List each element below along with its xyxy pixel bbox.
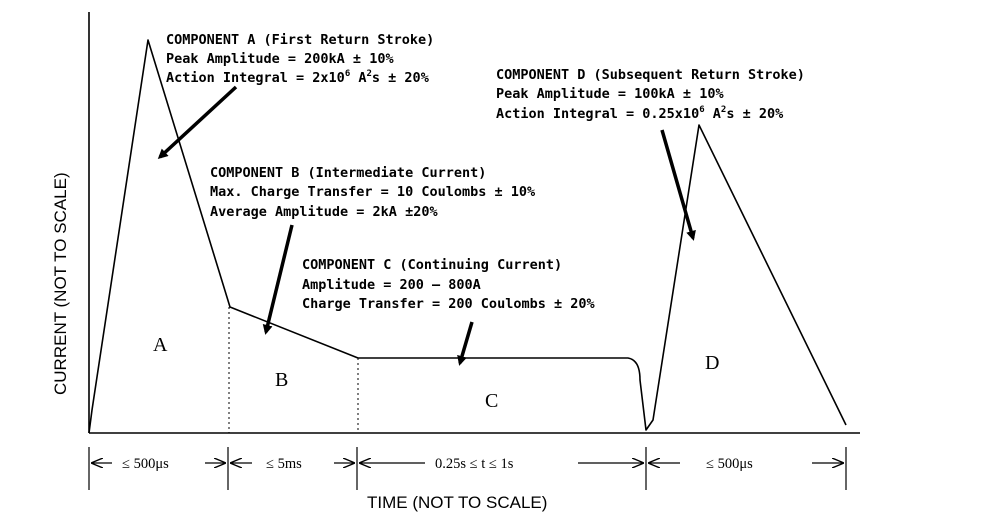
- component-b-annotation: COMPONENT B (Intermediate Current) Max. …: [210, 165, 536, 220]
- component-d-annotation: COMPONENT D (Subsequent Return Stroke) P…: [496, 67, 805, 122]
- component-c-charge: Charge Transfer = 200 Coulombs ± 20%: [302, 296, 595, 312]
- region-label-c: C: [485, 390, 498, 412]
- duration-label-c: 0.25s ≤ t ≤ 1s: [435, 456, 514, 472]
- component-d-action: Action Integral = 0.25x106 A2s ± 20%: [496, 105, 784, 122]
- component-c-amplitude: Amplitude = 200 – 800A: [302, 277, 481, 293]
- component-d-peak: Peak Amplitude = 100kA ± 10%: [496, 86, 724, 102]
- waveform-curve: [88, 39, 847, 434]
- component-b-average: Average Amplitude = 2kA ±20%: [210, 204, 438, 220]
- component-a-title: COMPONENT A (First Return Stroke): [166, 32, 434, 48]
- arrow-component-d: [660, 129, 696, 241]
- component-c-title: COMPONENT C (Continuing Current): [302, 257, 562, 273]
- component-a-peak: Peak Amplitude = 200kA ± 10%: [166, 51, 394, 67]
- arrow-component-c: [457, 321, 474, 366]
- component-c-annotation: COMPONENT C (Continuing Current) Amplitu…: [302, 257, 595, 312]
- component-a-action: Action Integral = 2x106 A2s ± 20%: [166, 69, 430, 86]
- region-label-d: D: [705, 352, 719, 374]
- x-axis-label: TIME (NOT TO SCALE): [367, 493, 547, 512]
- y-axis-label: CURRENT (NOT TO SCALE): [51, 172, 70, 395]
- component-d-title: COMPONENT D (Subsequent Return Stroke): [496, 67, 805, 83]
- arrow-component-a: [157, 85, 238, 160]
- arrow-component-b: [262, 224, 294, 335]
- duration-label-b: ≤ 5ms: [266, 456, 302, 472]
- duration-row: ≤ 500μs ≤ 5ms 0.25s ≤ t ≤ 1s ≤ 500μs: [88, 447, 847, 490]
- component-b-charge: Max. Charge Transfer = 10 Coulombs ± 10%: [210, 184, 536, 200]
- duration-label-d: ≤ 500μs: [706, 456, 753, 472]
- component-b-title: COMPONENT B (Intermediate Current): [210, 165, 486, 181]
- region-label-a: A: [153, 334, 168, 356]
- duration-label-a: ≤ 500μs: [122, 456, 169, 472]
- region-label-b: B: [275, 369, 288, 391]
- component-a-annotation: COMPONENT A (First Return Stroke) Peak A…: [166, 32, 434, 86]
